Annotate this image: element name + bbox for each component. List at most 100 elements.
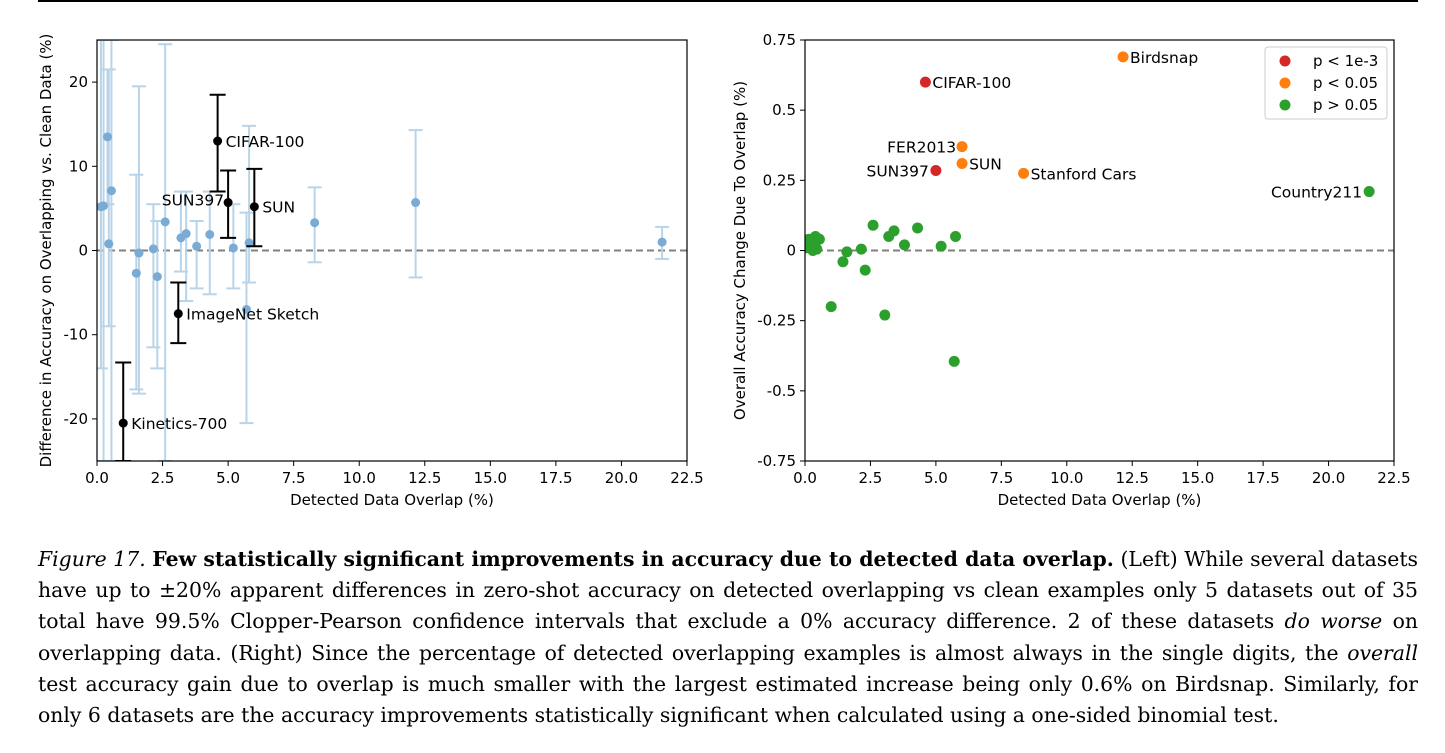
point-label-sun397: SUN397 <box>162 192 224 210</box>
nonsignificant-point <box>310 218 320 228</box>
caption-emphasis-2: overall <box>1347 640 1418 665</box>
other-point <box>898 239 910 251</box>
significant-point <box>173 309 183 319</box>
legend-box <box>1264 46 1388 120</box>
y-tick-label: -10 <box>64 326 89 344</box>
x-tick-label: 20.0 <box>1312 469 1345 487</box>
nonsignificant-point <box>244 238 254 248</box>
x-tick-label: 10.0 <box>1050 469 1083 487</box>
point-label-sun397: SUN397 <box>867 163 929 181</box>
point-label-kinetics-700: Kinetics-700 <box>131 415 227 433</box>
nonsignificant-point <box>104 239 114 249</box>
significant-point <box>249 202 259 212</box>
nonsignificant-point <box>228 243 238 253</box>
labeled-point <box>956 141 968 153</box>
caption-label: Figure 17. <box>38 547 146 571</box>
x-tick-label: 15.0 <box>1181 469 1214 487</box>
x-tick-label: 10.0 <box>343 469 376 487</box>
labeled-point <box>919 76 931 88</box>
nonsignificant-errorbar <box>189 220 204 290</box>
x-tick-label: 22.5 <box>670 469 703 487</box>
labeled-point <box>1117 51 1129 63</box>
y-tick-label: 0.5 <box>772 101 796 119</box>
x-tick-label: 2.5 <box>151 469 175 487</box>
x-tick-label: 12.5 <box>1116 469 1149 487</box>
legend-marker <box>1279 55 1291 67</box>
x-tick-label: 5.0 <box>924 469 948 487</box>
plot-frame <box>804 39 1395 462</box>
other-point <box>950 230 962 242</box>
point-label-country211: Country211 <box>1271 184 1362 202</box>
caption-emphasis-1: do worse <box>1284 609 1383 634</box>
nonsignificant-point <box>411 198 421 208</box>
significant-point <box>223 198 233 208</box>
labeled-point <box>1363 186 1375 198</box>
nonsignificant-errorbar <box>239 211 254 425</box>
nonsignificant-point <box>134 248 144 258</box>
plot-frame <box>96 39 688 462</box>
other-point <box>948 355 960 367</box>
legend-marker <box>1279 77 1291 89</box>
nonsignificant-point <box>102 132 112 142</box>
other-point <box>825 301 837 313</box>
figure-caption: Figure 17. Few statistically significant… <box>38 544 1418 731</box>
other-point <box>935 240 947 252</box>
legend-entry-label: p > 0.05 <box>1313 96 1378 114</box>
y-tick-label: 10 <box>69 157 88 175</box>
y-tick-label: 0 <box>786 242 796 260</box>
legend-entry-label: p < 0.05 <box>1313 74 1378 92</box>
legend-marker <box>1279 99 1291 111</box>
nonsignificant-errorbar <box>129 173 144 391</box>
nonsignificant-point <box>148 244 158 254</box>
significant-errorbar <box>115 361 132 461</box>
axes-group: 0.0 2.5 5.0 7.5 10.0 12.5 15.0 17.5 20.0 22.5 -20 -… <box>37 34 704 509</box>
top-rule <box>38 0 1418 2</box>
right-plot-area <box>805 51 1375 367</box>
nonsignificant-point <box>99 201 109 211</box>
labeled-point <box>1018 167 1030 179</box>
x-tick-label: 15.0 <box>474 469 507 487</box>
other-point <box>912 222 924 234</box>
point-label-cifar-100: CIFAR-100 <box>226 133 305 151</box>
x-tick-label: 7.5 <box>989 469 1013 487</box>
other-point <box>879 309 891 321</box>
x-tick-label: 2.5 <box>859 469 883 487</box>
y-axis-label: Overall Accuracy Change Due To Overlap (… <box>731 81 749 420</box>
y-tick-label: 0 <box>78 242 88 260</box>
y-tick-label: 0.75 <box>763 31 796 49</box>
nonsignificant-point <box>181 229 191 239</box>
other-point <box>841 246 853 258</box>
other-point <box>859 264 871 276</box>
point-label-imagenet-sketch: ImageNet Sketch <box>186 306 319 324</box>
caption-text-3: test accuracy gain due to overlap is muc… <box>38 671 1418 728</box>
legend-entry-label: p < 1e-3 <box>1313 52 1378 70</box>
figure-17-plots: 0.0 2.5 5.0 7.5 10.0 12.5 15.0 17.5 20.0 22.5 -20 -… <box>37 31 1411 509</box>
significant-point <box>213 136 223 146</box>
nonsignificant-errorbar <box>242 124 257 284</box>
nonsignificant-point <box>192 241 202 251</box>
y-tick-label: 0.25 <box>763 171 796 189</box>
caption-title: Few statistically significant improvemen… <box>152 547 1114 571</box>
other-point <box>888 225 900 237</box>
nonsignificant-point <box>205 230 215 240</box>
y-tick-label: -0.25 <box>757 312 796 330</box>
legend: p < 1e-3 p < 0.05 p > 0.05 <box>1264 46 1388 120</box>
x-axis-label: Detected Data Overlap (%) <box>290 491 494 509</box>
x-tick-label: 7.5 <box>282 469 306 487</box>
nonsignificant-errorbar <box>97 40 111 461</box>
axes-group: 0.0 2.5 5.0 7.5 10.0 12.5 15.0 17.5 20.0 22.5 -0.7… <box>731 31 1411 509</box>
point-label-stanford-cars: Stanford Cars <box>1031 165 1137 183</box>
point-label-sun: SUN <box>969 155 1002 173</box>
significant-point <box>118 418 128 428</box>
other-point <box>837 256 849 268</box>
x-tick-label: 17.5 <box>1246 469 1279 487</box>
x-tick-label: 0.0 <box>85 469 109 487</box>
x-tick-label: 20.0 <box>605 469 638 487</box>
point-label-fer2013: FER2013 <box>887 139 956 157</box>
x-axis-label: Detected Data Overlap (%) <box>998 491 1202 509</box>
nonsignificant-point <box>106 186 116 196</box>
other-point <box>867 219 879 231</box>
y-tick-label: -20 <box>64 410 89 428</box>
y-axis-label: Difference in Accuracy on Overlapping vs… <box>37 34 55 468</box>
x-tick-label: 5.0 <box>216 469 240 487</box>
